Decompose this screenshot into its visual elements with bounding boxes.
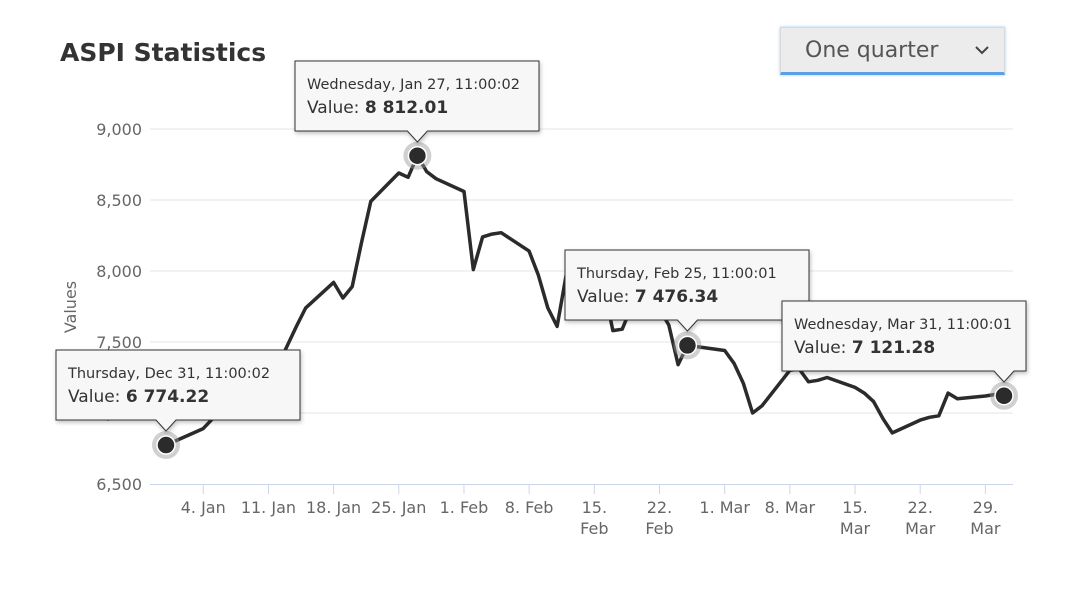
x-tick-label: 18. Jan — [306, 498, 361, 517]
tooltip-box — [294, 60, 540, 143]
tooltip: Thursday, Dec 31, 11:00:02 Value: 6 774.2… — [55, 349, 301, 460]
tooltip-value-label: Value: — [794, 338, 852, 358]
page-title: ASPI Statistics — [60, 38, 267, 67]
y-tick-label: 7,500 — [96, 333, 142, 352]
tooltip-value-label: Value: — [577, 287, 635, 307]
x-tick-label: 4. Jan — [181, 498, 226, 517]
tooltip-value-line: Value: 6 774.22 — [68, 387, 209, 407]
x-tick-label: 22. Feb — [645, 498, 673, 538]
tooltip-point — [407, 145, 428, 166]
period-select[interactable]: One quarter — [780, 27, 1005, 75]
period-select-value: One quarter — [805, 37, 939, 63]
tooltip-box — [55, 349, 301, 432]
y-tick-label: 8,000 — [96, 262, 142, 281]
tooltip-value: 7 121.28 — [852, 338, 935, 358]
x-axis: 4. Jan 11. Jan 18. Jan 25. Jan 1. Feb 8. Feb 1… — [150, 484, 1013, 538]
tooltip-date: Thursday, Feb 25, 11:00:01 — [576, 266, 777, 282]
tooltip-value: 6 774.22 — [126, 387, 209, 407]
tooltip-box — [781, 300, 1027, 383]
tooltip: Wednesday, Jan 27, 11:00:02 Value: 8 812.… — [294, 60, 540, 170]
x-tick-label: 8. Mar — [765, 498, 816, 517]
tooltip-box — [564, 249, 810, 332]
x-tick-label: 25. Jan — [371, 498, 426, 517]
y-tick-label: 8,500 — [96, 191, 142, 210]
tooltip-value-label: Value: — [68, 387, 126, 407]
tooltip-value-line: Value: 7 476.34 — [577, 287, 718, 307]
tooltip-point — [156, 435, 176, 455]
y-tick-label: 6,500 — [96, 475, 142, 494]
x-tick-label: 15. Mar — [840, 498, 871, 538]
x-tick-label: 1. Feb — [440, 498, 489, 517]
tooltip-point — [677, 335, 698, 356]
tooltip-value: 7 476.34 — [635, 287, 719, 307]
chevron-down-icon — [974, 42, 990, 58]
tooltip-value: 8 812.01 — [365, 98, 448, 118]
x-tick-label: 29. Mar — [970, 498, 1001, 538]
x-tick-label: 11. Jan — [241, 498, 296, 517]
tooltip: Wednesday, Mar 31, 11:00:01 Value: 7 121.… — [781, 300, 1027, 410]
y-axis-title: Values — [61, 281, 80, 333]
tooltip-value-line: Value: 7 121.28 — [794, 338, 935, 358]
x-tick-label: 1. Mar — [699, 498, 750, 517]
tooltip-date: Wednesday, Jan 27, 11:00:02 — [307, 77, 520, 93]
x-tick-label: 8. Feb — [505, 498, 554, 517]
tooltip-value-line: Value: 8 812.01 — [307, 98, 448, 118]
tooltip-point — [994, 386, 1014, 406]
tooltip-date: Wednesday, Mar 31, 11:00:01 — [794, 317, 1012, 333]
tooltip-value-label: Value: — [307, 98, 365, 118]
x-tick-label: 15. Feb — [580, 498, 608, 538]
tooltip-layer: Thursday, Dec 31, 11:00:02 Value: 6 774.2… — [55, 60, 1027, 460]
tooltip: Thursday, Feb 25, 11:00:01 Value: 7 476.3… — [564, 249, 810, 360]
x-tick-label: 22. Mar — [905, 498, 936, 538]
tooltip-date: Thursday, Dec 31, 11:00:02 — [67, 366, 270, 382]
y-tick-label: 9,000 — [96, 120, 142, 139]
